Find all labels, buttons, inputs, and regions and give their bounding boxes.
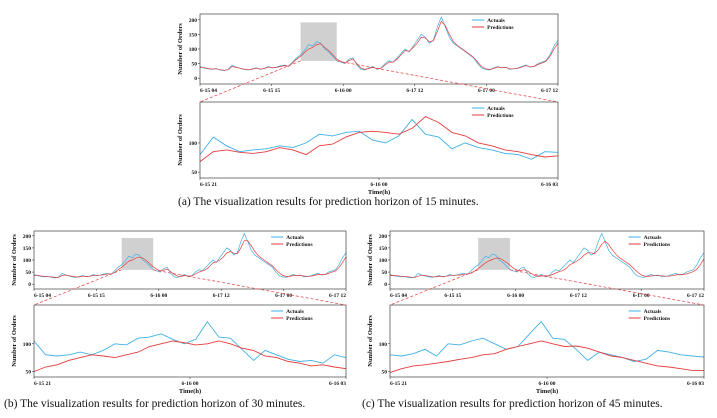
legend-label-actuals: Actuals	[487, 106, 505, 112]
y-tick-label: 100	[189, 141, 198, 147]
y-tick-label: 50	[26, 369, 32, 375]
legend-label-predictions: Predictions	[487, 25, 513, 31]
y-tick-label: 100	[23, 258, 32, 264]
x-tick-label: 6-16 00	[150, 293, 167, 299]
x-tick-label: 6-15 21	[34, 381, 51, 387]
y-axis-label: Number of Orders	[367, 315, 374, 367]
x-tick-label: 6-15 15	[263, 88, 280, 94]
y-axis-label: Number of Orders	[177, 114, 184, 166]
y-tick-label: 100	[23, 342, 32, 348]
panel-c: 0 50 100 150 200 6-15 04 6-15 15 6-16 00 6-17 12…	[358, 225, 713, 395]
x-tick-label: 6-17 12	[213, 293, 230, 299]
zoom-connector-left	[33, 269, 122, 306]
x-tick-label: 6-16 03	[329, 381, 346, 387]
zoom-connector-left	[389, 269, 479, 306]
x-tick-label: 6-17 12	[406, 88, 423, 94]
x-tick-label: 6-16 03	[687, 381, 704, 387]
x-tick-label: 6-17 00	[275, 293, 292, 299]
legend-label-actuals: Actuals	[286, 309, 304, 315]
y-tick-label: 50	[192, 62, 198, 68]
series-line-predictions	[33, 340, 347, 372]
legend-label-predictions: Predictions	[487, 113, 513, 119]
x-tick-label: 6-16 00	[371, 182, 388, 188]
legend-label-predictions: Predictions	[286, 316, 312, 322]
panel-b: 0 50 100 150 200 6-15 04 6-15 15 6-16 00 6-17 12…	[2, 225, 352, 395]
legend-label-actuals: Actuals	[286, 235, 304, 241]
x-tick-label: 6-15 04	[200, 88, 217, 94]
series-line-predictions	[199, 116, 559, 162]
chart-b-overview: 0 50 100 150 200 6-15 04 6-15 15 6-16 00 6-17 12…	[11, 230, 347, 299]
zoom-connector-right	[509, 269, 705, 306]
legend-label-actuals: Actuals	[487, 18, 505, 24]
legend-label-predictions: Predictions	[644, 316, 670, 322]
x-tick-label: 6-17 00	[633, 293, 650, 299]
series-line-predictions	[33, 240, 347, 278]
x-tick-label: 6-16 00	[335, 88, 352, 94]
chart-a-zoom: 50 100 6-15 21 6-16 00 6-16 03 Number of Orde…	[177, 60, 559, 196]
y-tick-label: 150	[379, 246, 388, 252]
zoom-connector-right	[153, 269, 347, 306]
x-tick-label: 6-17 12	[570, 293, 587, 299]
chart-b-zoom: 50 100 6-15 21 6-16 00 6-16 03 Number of Orde…	[11, 269, 347, 395]
x-tick-label: 6-16 03	[541, 182, 558, 188]
y-tick-label: 200	[379, 234, 388, 240]
legend-label-predictions: Predictions	[286, 242, 312, 248]
x-tick-label: 6-17 12	[541, 88, 558, 94]
caption-b: (b) The visualization results for predic…	[4, 398, 306, 410]
zoom-connector-left	[199, 60, 301, 103]
x-tick-label: 6-17 12	[329, 293, 346, 299]
x-axis-label: Time(h)	[368, 189, 390, 196]
series-line-actuals	[199, 118, 559, 160]
y-tick-label: 100	[189, 47, 198, 53]
y-tick-label: 150	[189, 32, 198, 38]
series-line-predictions	[389, 240, 705, 278]
legend-label-actuals: Actuals	[644, 235, 662, 241]
y-tick-label: 200	[189, 18, 198, 24]
y-axis-label: Number of Orders	[177, 23, 184, 75]
y-tick-label: 100	[379, 342, 388, 348]
x-tick-label: 6-17 12	[687, 293, 704, 299]
series-line-actuals	[33, 320, 347, 364]
y-tick-label: 0	[28, 282, 31, 288]
x-tick-label: 6-15 04	[34, 293, 51, 299]
x-tick-label: 6-15 15	[88, 293, 105, 299]
series-line-actuals	[389, 320, 705, 362]
caption-c: (c) The visualization results for predic…	[362, 398, 663, 410]
y-tick-label: 0	[194, 76, 197, 82]
chart-c-zoom: 50 100 6-15 21 6-16 00 6-16 03 Number of Orde…	[367, 269, 705, 395]
x-tick-label: 6-15 15	[444, 293, 461, 299]
x-tick-label: 6-15 04	[390, 293, 407, 299]
panel-a: 0 50 100 150 200 6-15 04 6-15 15 6-16 00 6-17 12…	[170, 8, 559, 196]
caption-a: (a) The visualization results for predic…	[178, 196, 479, 208]
y-axis-label: Number of Orders	[11, 234, 18, 286]
y-axis-label: Number of Orders	[367, 234, 374, 286]
y-tick-label: 50	[382, 270, 388, 276]
x-tick-label: 6-15 21	[200, 182, 217, 188]
series-line-predictions	[389, 340, 704, 374]
y-tick-label: 50	[26, 270, 32, 276]
y-tick-label: 50	[192, 170, 198, 176]
x-axis-label: Time(h)	[179, 388, 201, 395]
x-tick-label: 6-15 21	[390, 381, 407, 387]
x-axis-label: Time(h)	[536, 388, 558, 395]
y-tick-label: 0	[384, 282, 387, 288]
x-tick-label: 6-16 00	[507, 293, 524, 299]
y-tick-label: 150	[23, 246, 32, 252]
legend-label-predictions: Predictions	[644, 242, 670, 248]
y-tick-label: 50	[382, 369, 388, 375]
zoom-connector-right	[336, 60, 559, 103]
chart-c-overview: 0 50 100 150 200 6-15 04 6-15 15 6-16 00 6-17 12…	[367, 230, 705, 299]
x-tick-label: 6-16 00	[182, 381, 199, 387]
y-tick-label: 200	[23, 234, 32, 240]
x-tick-label: 6-16 00	[539, 381, 556, 387]
y-tick-label: 100	[379, 258, 388, 264]
legend-label-actuals: Actuals	[644, 309, 662, 315]
y-axis-label: Number of Orders	[11, 315, 18, 367]
x-tick-label: 6-17 00	[478, 88, 495, 94]
